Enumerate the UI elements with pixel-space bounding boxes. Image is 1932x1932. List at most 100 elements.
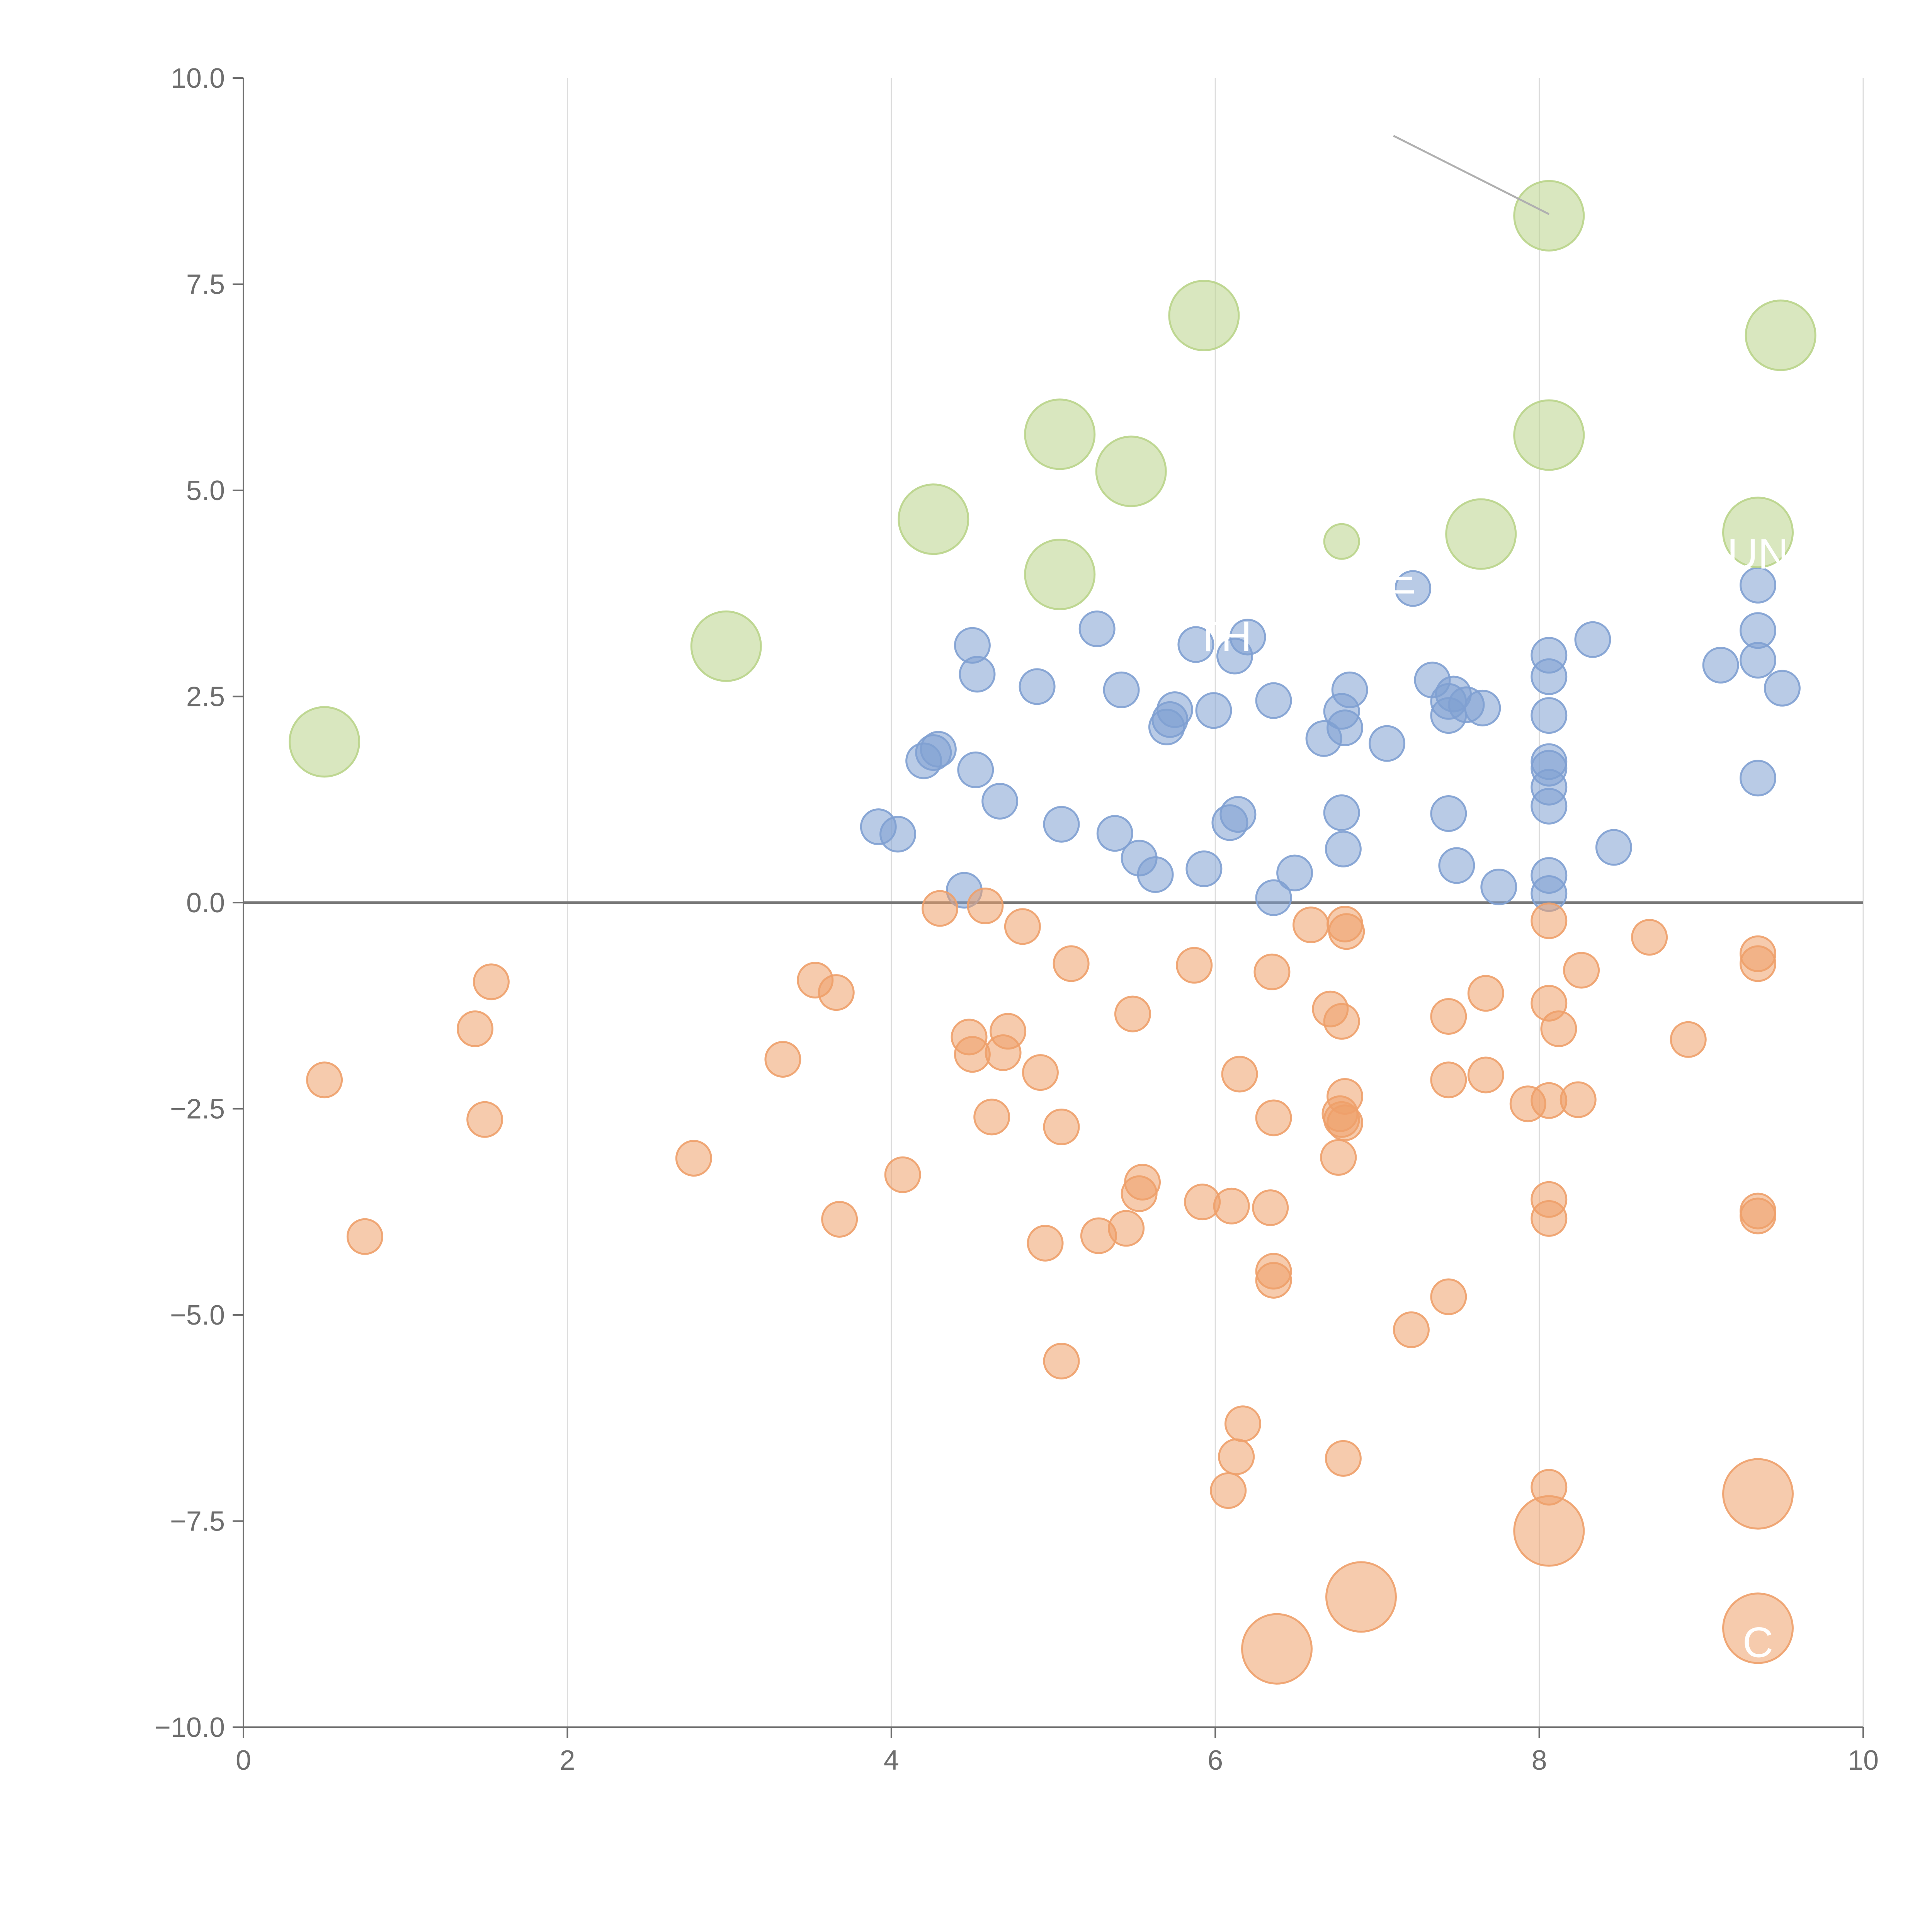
blue-point bbox=[1740, 760, 1777, 797]
orange-point bbox=[1531, 902, 1568, 939]
x-tick-label: 4 bbox=[884, 1745, 899, 1776]
blue-point bbox=[1177, 626, 1214, 663]
orange-point bbox=[306, 1061, 343, 1099]
blue-point bbox=[1216, 638, 1253, 675]
green-point bbox=[898, 483, 969, 555]
orange-point bbox=[473, 963, 510, 1000]
x-tick-label: 0 bbox=[236, 1745, 251, 1776]
blue-point bbox=[1323, 794, 1360, 831]
orange-point bbox=[954, 1036, 991, 1073]
orange-large-point bbox=[1325, 1561, 1397, 1633]
orange-point bbox=[1043, 1108, 1080, 1145]
blue-point bbox=[1276, 854, 1313, 891]
blue-point bbox=[1255, 682, 1292, 719]
orange-point bbox=[1027, 1225, 1064, 1262]
blue-point bbox=[1325, 830, 1362, 867]
orange-point bbox=[1540, 1010, 1577, 1048]
green-point bbox=[289, 706, 361, 778]
orange-point bbox=[1740, 945, 1777, 982]
orange-point bbox=[967, 888, 1004, 925]
annotation-label: E bbox=[1388, 555, 1416, 603]
orange-point bbox=[1740, 1197, 1777, 1235]
blue-point bbox=[1185, 850, 1223, 888]
blue-point bbox=[920, 731, 957, 768]
green-small-point bbox=[1323, 523, 1360, 560]
blue-point bbox=[1327, 709, 1364, 747]
orange-point bbox=[1053, 945, 1090, 982]
orange-point bbox=[346, 1218, 383, 1255]
blue-point bbox=[1430, 795, 1467, 832]
orange-point bbox=[973, 1099, 1010, 1136]
blue-point bbox=[959, 656, 996, 693]
blue-point bbox=[1137, 856, 1174, 893]
orange-point bbox=[1004, 908, 1041, 945]
orange-point bbox=[1320, 1139, 1357, 1176]
orange-point bbox=[1430, 1278, 1467, 1315]
annotation-label: C bbox=[1743, 1619, 1773, 1667]
orange-point bbox=[1221, 1056, 1258, 1093]
orange-point bbox=[1531, 1200, 1568, 1237]
blue-point bbox=[1764, 670, 1801, 707]
green-point bbox=[1745, 299, 1816, 371]
orange-point bbox=[466, 1101, 503, 1138]
orange-point bbox=[1252, 1189, 1289, 1226]
orange-point bbox=[1327, 1078, 1364, 1115]
blue-point bbox=[1531, 658, 1568, 695]
green-point bbox=[1095, 435, 1167, 507]
annotation-label: UN bbox=[1727, 531, 1789, 578]
orange-point bbox=[1108, 1210, 1145, 1247]
orange-point bbox=[1670, 1021, 1707, 1058]
blue-point bbox=[957, 751, 994, 788]
orange-point bbox=[1328, 913, 1365, 950]
orange-point bbox=[1022, 1054, 1059, 1091]
orange-point bbox=[1218, 1438, 1255, 1475]
blue-point bbox=[1096, 815, 1133, 852]
green-point bbox=[1445, 498, 1517, 570]
orange-point bbox=[1253, 953, 1291, 990]
callout-line bbox=[1393, 135, 1549, 215]
orange-point bbox=[1043, 1343, 1080, 1380]
blue-point bbox=[1043, 806, 1080, 843]
blue-point bbox=[1702, 646, 1739, 684]
orange-point bbox=[1114, 995, 1151, 1032]
orange-point bbox=[1560, 1081, 1597, 1118]
x-tick-label: 10 bbox=[1848, 1745, 1879, 1776]
green-point bbox=[1513, 180, 1585, 252]
orange-point bbox=[985, 1034, 1022, 1071]
blue-point bbox=[1480, 868, 1517, 905]
callout-lines bbox=[1393, 135, 1549, 215]
orange-point bbox=[456, 1010, 493, 1048]
orange-point bbox=[821, 1201, 858, 1238]
orange-point bbox=[764, 1041, 801, 1078]
blue-point bbox=[1740, 642, 1777, 679]
orange-point bbox=[1323, 1003, 1360, 1040]
orange-point bbox=[1430, 1061, 1467, 1099]
orange-large-point bbox=[1722, 1592, 1794, 1664]
y-tick-label: 5.0 bbox=[186, 475, 225, 506]
orange-point bbox=[1393, 1311, 1430, 1348]
blue-point bbox=[1219, 796, 1257, 833]
orange-point bbox=[1631, 919, 1668, 956]
blue-point bbox=[1103, 671, 1140, 708]
orange-point bbox=[922, 890, 959, 927]
orange-point bbox=[1430, 998, 1467, 1035]
blue-point bbox=[1574, 621, 1611, 658]
y-tick-label: 10.0 bbox=[171, 63, 225, 94]
blue-point bbox=[1255, 879, 1292, 916]
annotations: UN E TH C bbox=[1195, 531, 1789, 1667]
orange-point bbox=[1563, 952, 1600, 989]
blue-point bbox=[1531, 787, 1568, 825]
blue-point bbox=[1078, 611, 1116, 648]
orange-point bbox=[1224, 1405, 1261, 1442]
axes: −10.0 −7.5 −5.0 −2.5 0.0 2.5 5.0 7.5 10.0 0 2 4 6 8 10 bbox=[155, 63, 1879, 1776]
orange-point bbox=[1325, 1440, 1362, 1477]
orange-point bbox=[1293, 906, 1330, 944]
blue-point bbox=[1531, 697, 1568, 734]
orange-point bbox=[1213, 1187, 1250, 1225]
blue-point bbox=[1156, 691, 1193, 728]
y-tick-label: −10.0 bbox=[155, 1712, 225, 1743]
annotation-label: TH bbox=[1195, 613, 1252, 660]
orange-point bbox=[1176, 947, 1213, 984]
blue-point bbox=[1369, 725, 1406, 762]
orange-point bbox=[1255, 1099, 1292, 1136]
